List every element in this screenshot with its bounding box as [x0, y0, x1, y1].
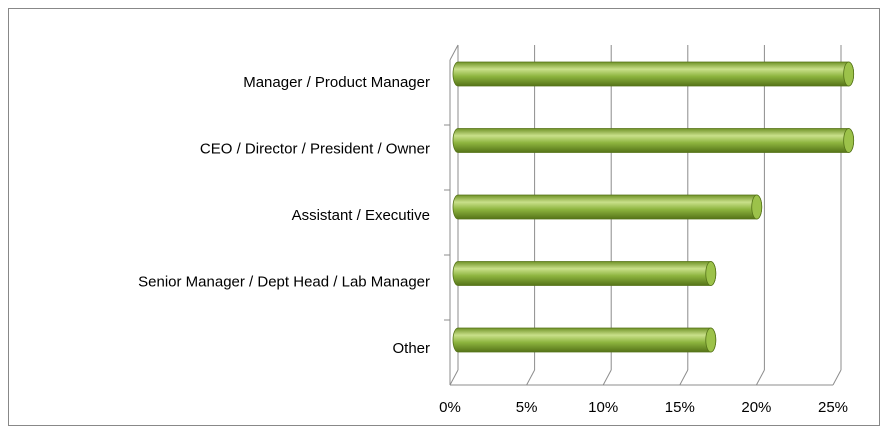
grid-depth: [602, 369, 612, 386]
bar-cap: [843, 128, 855, 153]
grid-depth: [449, 369, 459, 386]
x-tick-label: 0%: [439, 399, 461, 416]
y-tick-label: Assistant / Executive: [292, 207, 430, 224]
x-tick-label: 25%: [818, 399, 848, 416]
y-tick-label: Other: [392, 340, 430, 357]
bar: [452, 61, 855, 87]
bar: [452, 194, 763, 220]
x-tick-label: 5%: [516, 399, 538, 416]
y-tick-label: Manager / Product Manager: [243, 74, 430, 91]
grid-depth: [679, 369, 689, 386]
x-tick-label: 10%: [588, 399, 618, 416]
grid-depth: [832, 369, 842, 386]
bar: [452, 261, 717, 286]
y-tick-label: Senior Manager / Dept Head / Lab Manager: [138, 273, 430, 290]
bar-cap: [751, 194, 763, 220]
bar-cap: [843, 61, 855, 87]
bar: [452, 128, 855, 153]
bar-cap: [705, 261, 717, 286]
grid-depth: [526, 369, 536, 386]
y-tick-label: CEO / Director / President / Owner: [200, 140, 430, 157]
x-tick-label: 20%: [741, 399, 771, 416]
x-tick-label: 15%: [665, 399, 695, 416]
bar-cap: [705, 327, 717, 353]
grid-depth: [755, 369, 765, 386]
bar: [452, 327, 717, 353]
axis-depth: [449, 44, 459, 61]
